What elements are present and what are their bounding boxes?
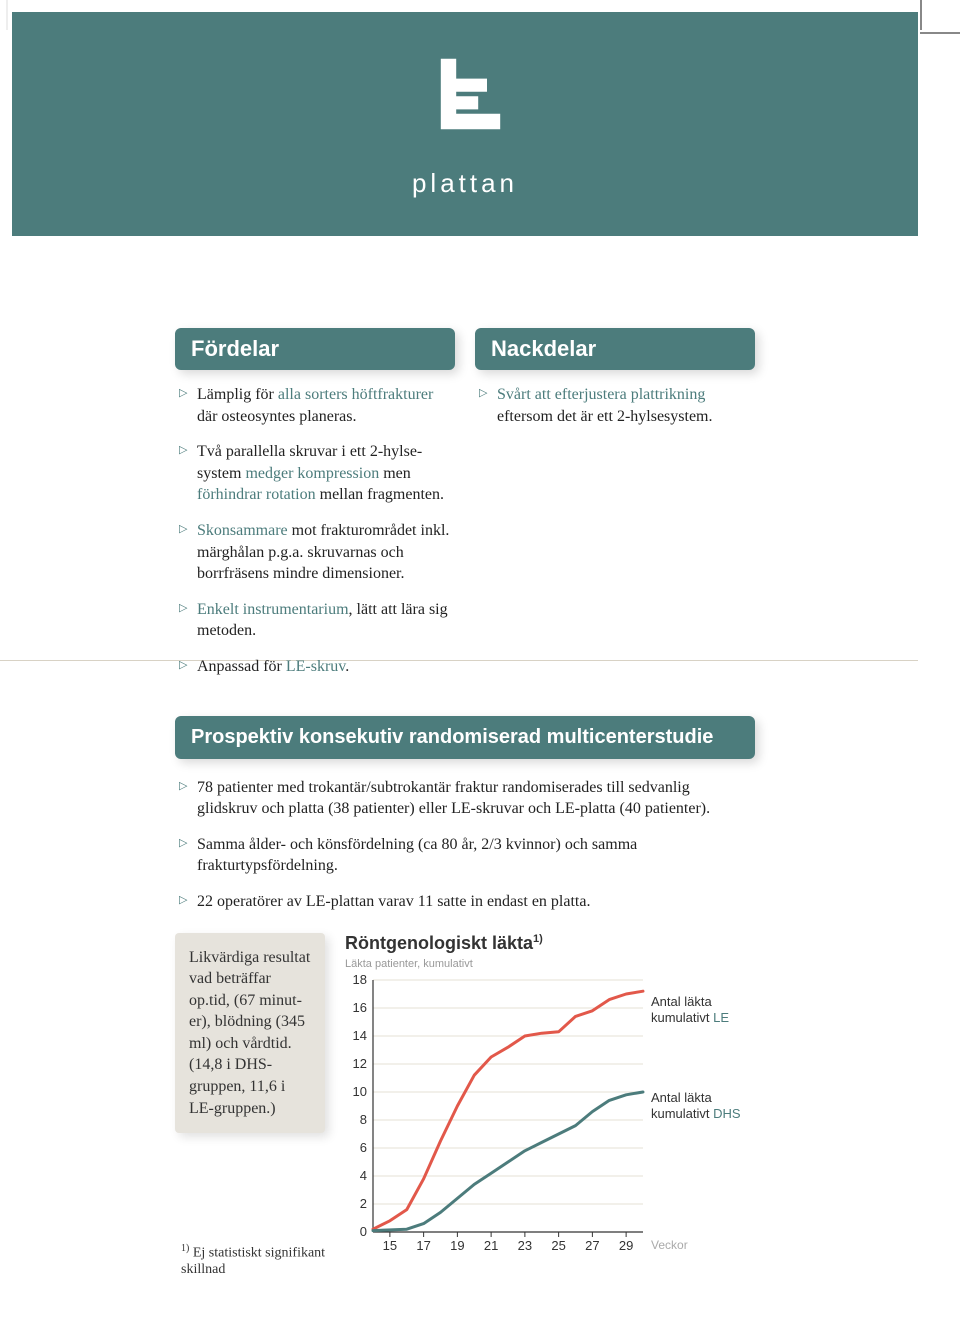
list-item: Anpassad för LE-skruv. [179, 656, 455, 678]
pros-cons-columns: Fördelar Lämplig för alla sorters höftfr… [175, 328, 755, 692]
cons-heading: Nackdelar [475, 328, 755, 370]
pros-heading: Fördelar [175, 328, 455, 370]
crop-mark [920, 0, 922, 30]
svg-text:4: 4 [360, 1168, 367, 1183]
svg-text:19: 19 [450, 1238, 464, 1253]
x-axis-label: Veckor [651, 1238, 688, 1252]
svg-text:25: 25 [551, 1238, 565, 1253]
svg-text:23: 23 [518, 1238, 532, 1253]
svg-text:17: 17 [416, 1238, 430, 1253]
brand-name: plattan [410, 168, 520, 199]
header-band: plattan [12, 12, 918, 236]
results-row: Likvärdiga resul­tat vad beträffar op.ti… [175, 933, 755, 1278]
list-item: Två parallella skruvar i ett 2-hylse­sys… [179, 441, 455, 506]
chart-area: Röntgenologiskt läkta1) Läkta patienter,… [345, 933, 755, 1278]
list-item: Svårt att efterjustera plattrikning efte… [479, 384, 755, 427]
list-item: Enkelt instrumentarium, lätt att lära si… [179, 599, 455, 642]
chart-title-text: Röntgenologiskt läkta [345, 933, 533, 953]
list-item: 22 operatörer av LE-plattan varav 11 sat… [179, 891, 755, 913]
note-column: Likvärdiga resul­tat vad beträffar op.ti… [175, 933, 327, 1278]
list-item: Skonsammare mot frakturområdet inkl. mär… [179, 520, 455, 585]
cons-column: Nackdelar Svårt att efterjustera plattri… [475, 328, 755, 692]
svg-text:6: 6 [360, 1140, 367, 1155]
svg-text:15: 15 [383, 1238, 397, 1253]
svg-text:16: 16 [353, 1000, 367, 1015]
chart-legend: Antal läktakumulativt LE [651, 994, 729, 1028]
chart-plot-wrap: 0 2 4 6 8 10 12 14 16 18 15 17 19 21 23 25 27 29 Antal lä… [345, 974, 755, 1261]
svg-text:29: 29 [619, 1238, 633, 1253]
footnote-marker: 1) [181, 1243, 189, 1254]
footnote-text: Ej statistiskt signifikant skillnad [181, 1246, 325, 1277]
study-heading: Prospektiv konsekutiv randomiserad multi… [175, 716, 755, 759]
footnote: 1) Ej statistiskt signifikant skillnad [181, 1243, 327, 1278]
pros-column: Fördelar Lämplig för alla sorters höftfr… [175, 328, 455, 692]
results-note-box: Likvärdiga resul­tat vad beträffar op.ti… [175, 933, 325, 1134]
list-item: Samma ålder- och könsfördelning (ca 80 å… [179, 834, 755, 877]
crop-mark [6, 0, 8, 30]
svg-text:12: 12 [353, 1056, 367, 1071]
pros-list: Lämplig för alla sorters höftfrakturer d… [175, 384, 455, 678]
chart-title-sup: 1) [533, 933, 543, 945]
chart-subtitle: Läkta patienter, kumulativt [345, 958, 755, 970]
brand-logo: plattan [410, 50, 520, 199]
crop-mark [920, 32, 960, 34]
le-logo-icon [410, 50, 520, 160]
cons-list: Svårt att efterjustera plattrikning efte… [475, 384, 755, 427]
svg-text:18: 18 [353, 974, 367, 987]
svg-text:10: 10 [353, 1084, 367, 1099]
list-item: 78 patienter med trokantär/subtrokantär … [179, 777, 755, 820]
list-item: Lämplig för alla sorters höftfrakturer d… [179, 384, 455, 427]
svg-text:8: 8 [360, 1112, 367, 1127]
chart-title: Röntgenologiskt läkta1) [345, 933, 755, 954]
svg-text:21: 21 [484, 1238, 498, 1253]
svg-text:14: 14 [353, 1028, 367, 1043]
main-content: Fördelar Lämplig för alla sorters höftfr… [175, 328, 755, 1278]
svg-text:27: 27 [585, 1238, 599, 1253]
chart-legend: Antal läktakumulativt DHS [651, 1090, 741, 1124]
study-list: 78 patienter med trokantär/subtrokantär … [175, 777, 755, 913]
svg-text:0: 0 [360, 1224, 367, 1239]
svg-text:2: 2 [360, 1196, 367, 1211]
